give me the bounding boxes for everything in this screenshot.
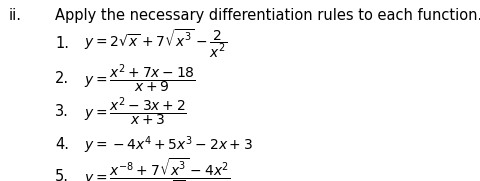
Text: 5.: 5.	[55, 169, 69, 181]
Text: ii.: ii.	[9, 8, 22, 23]
Text: 4.: 4.	[55, 137, 69, 152]
Text: $y = \dfrac{x^2-3x+2}{x+3}$: $y = \dfrac{x^2-3x+2}{x+3}$	[84, 95, 187, 128]
Text: $y = 2\sqrt{x} + 7\sqrt{x^3} - \dfrac{2}{x^2}$: $y = 2\sqrt{x} + 7\sqrt{x^3} - \dfrac{2}…	[84, 27, 228, 60]
Text: 3.: 3.	[55, 104, 69, 119]
Text: $y = \dfrac{x^2+7x-18}{x+9}$: $y = \dfrac{x^2+7x-18}{x+9}$	[84, 62, 196, 95]
Text: $y = -4x^4 + 5x^3 - 2x + 3$: $y = -4x^4 + 5x^3 - 2x + 3$	[84, 134, 253, 156]
Text: Apply the necessary differentiation rules to each function.: Apply the necessary differentiation rule…	[55, 8, 480, 23]
Text: 2.: 2.	[55, 71, 69, 86]
Text: 1.: 1.	[55, 36, 69, 51]
Text: $y = \dfrac{x^{-8}+7\sqrt{x^3}-4x^2}{2\sqrt{x}}$: $y = \dfrac{x^{-8}+7\sqrt{x^3}-4x^2}{2\s…	[84, 157, 230, 181]
